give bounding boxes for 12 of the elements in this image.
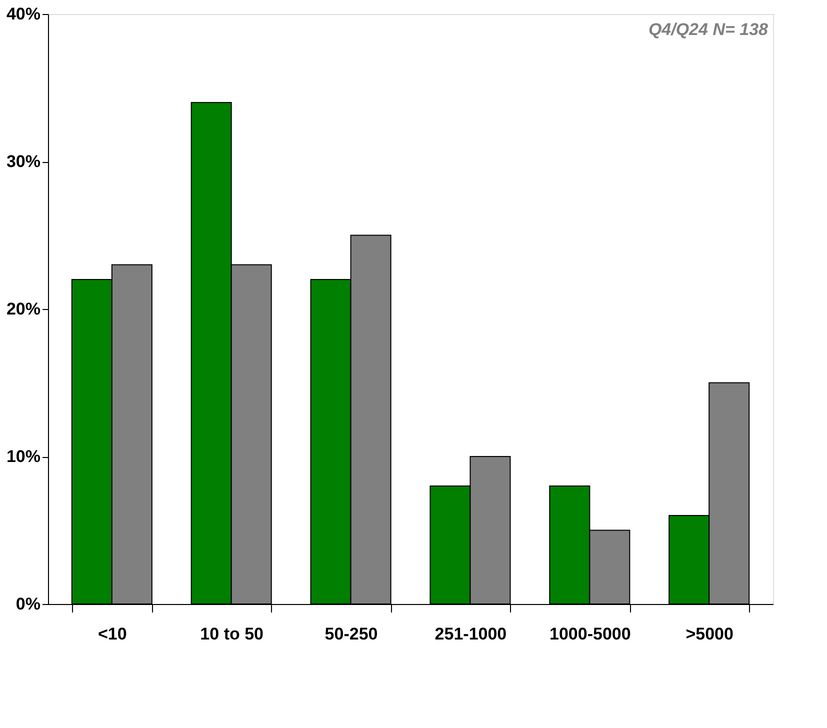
x-tick-label: <10	[98, 624, 127, 644]
annotation: Q4/Q24 N= 138	[648, 20, 769, 39]
y-tick-label: 30%	[6, 152, 40, 171]
y-tick-label: 20%	[6, 300, 40, 318]
x-tick-label: >5000	[686, 624, 734, 644]
x-tick-label: 251-1000	[434, 624, 507, 644]
x-tick-label: 50-250	[324, 624, 378, 644]
y-tick-label: 10%	[6, 447, 40, 466]
x-tick-label: 10 to 50	[200, 624, 264, 644]
x-tick-label: 1000-5000	[550, 624, 631, 644]
y-tick-label: 0%	[16, 594, 40, 614]
y-tick-label: 40%	[6, 4, 40, 24]
